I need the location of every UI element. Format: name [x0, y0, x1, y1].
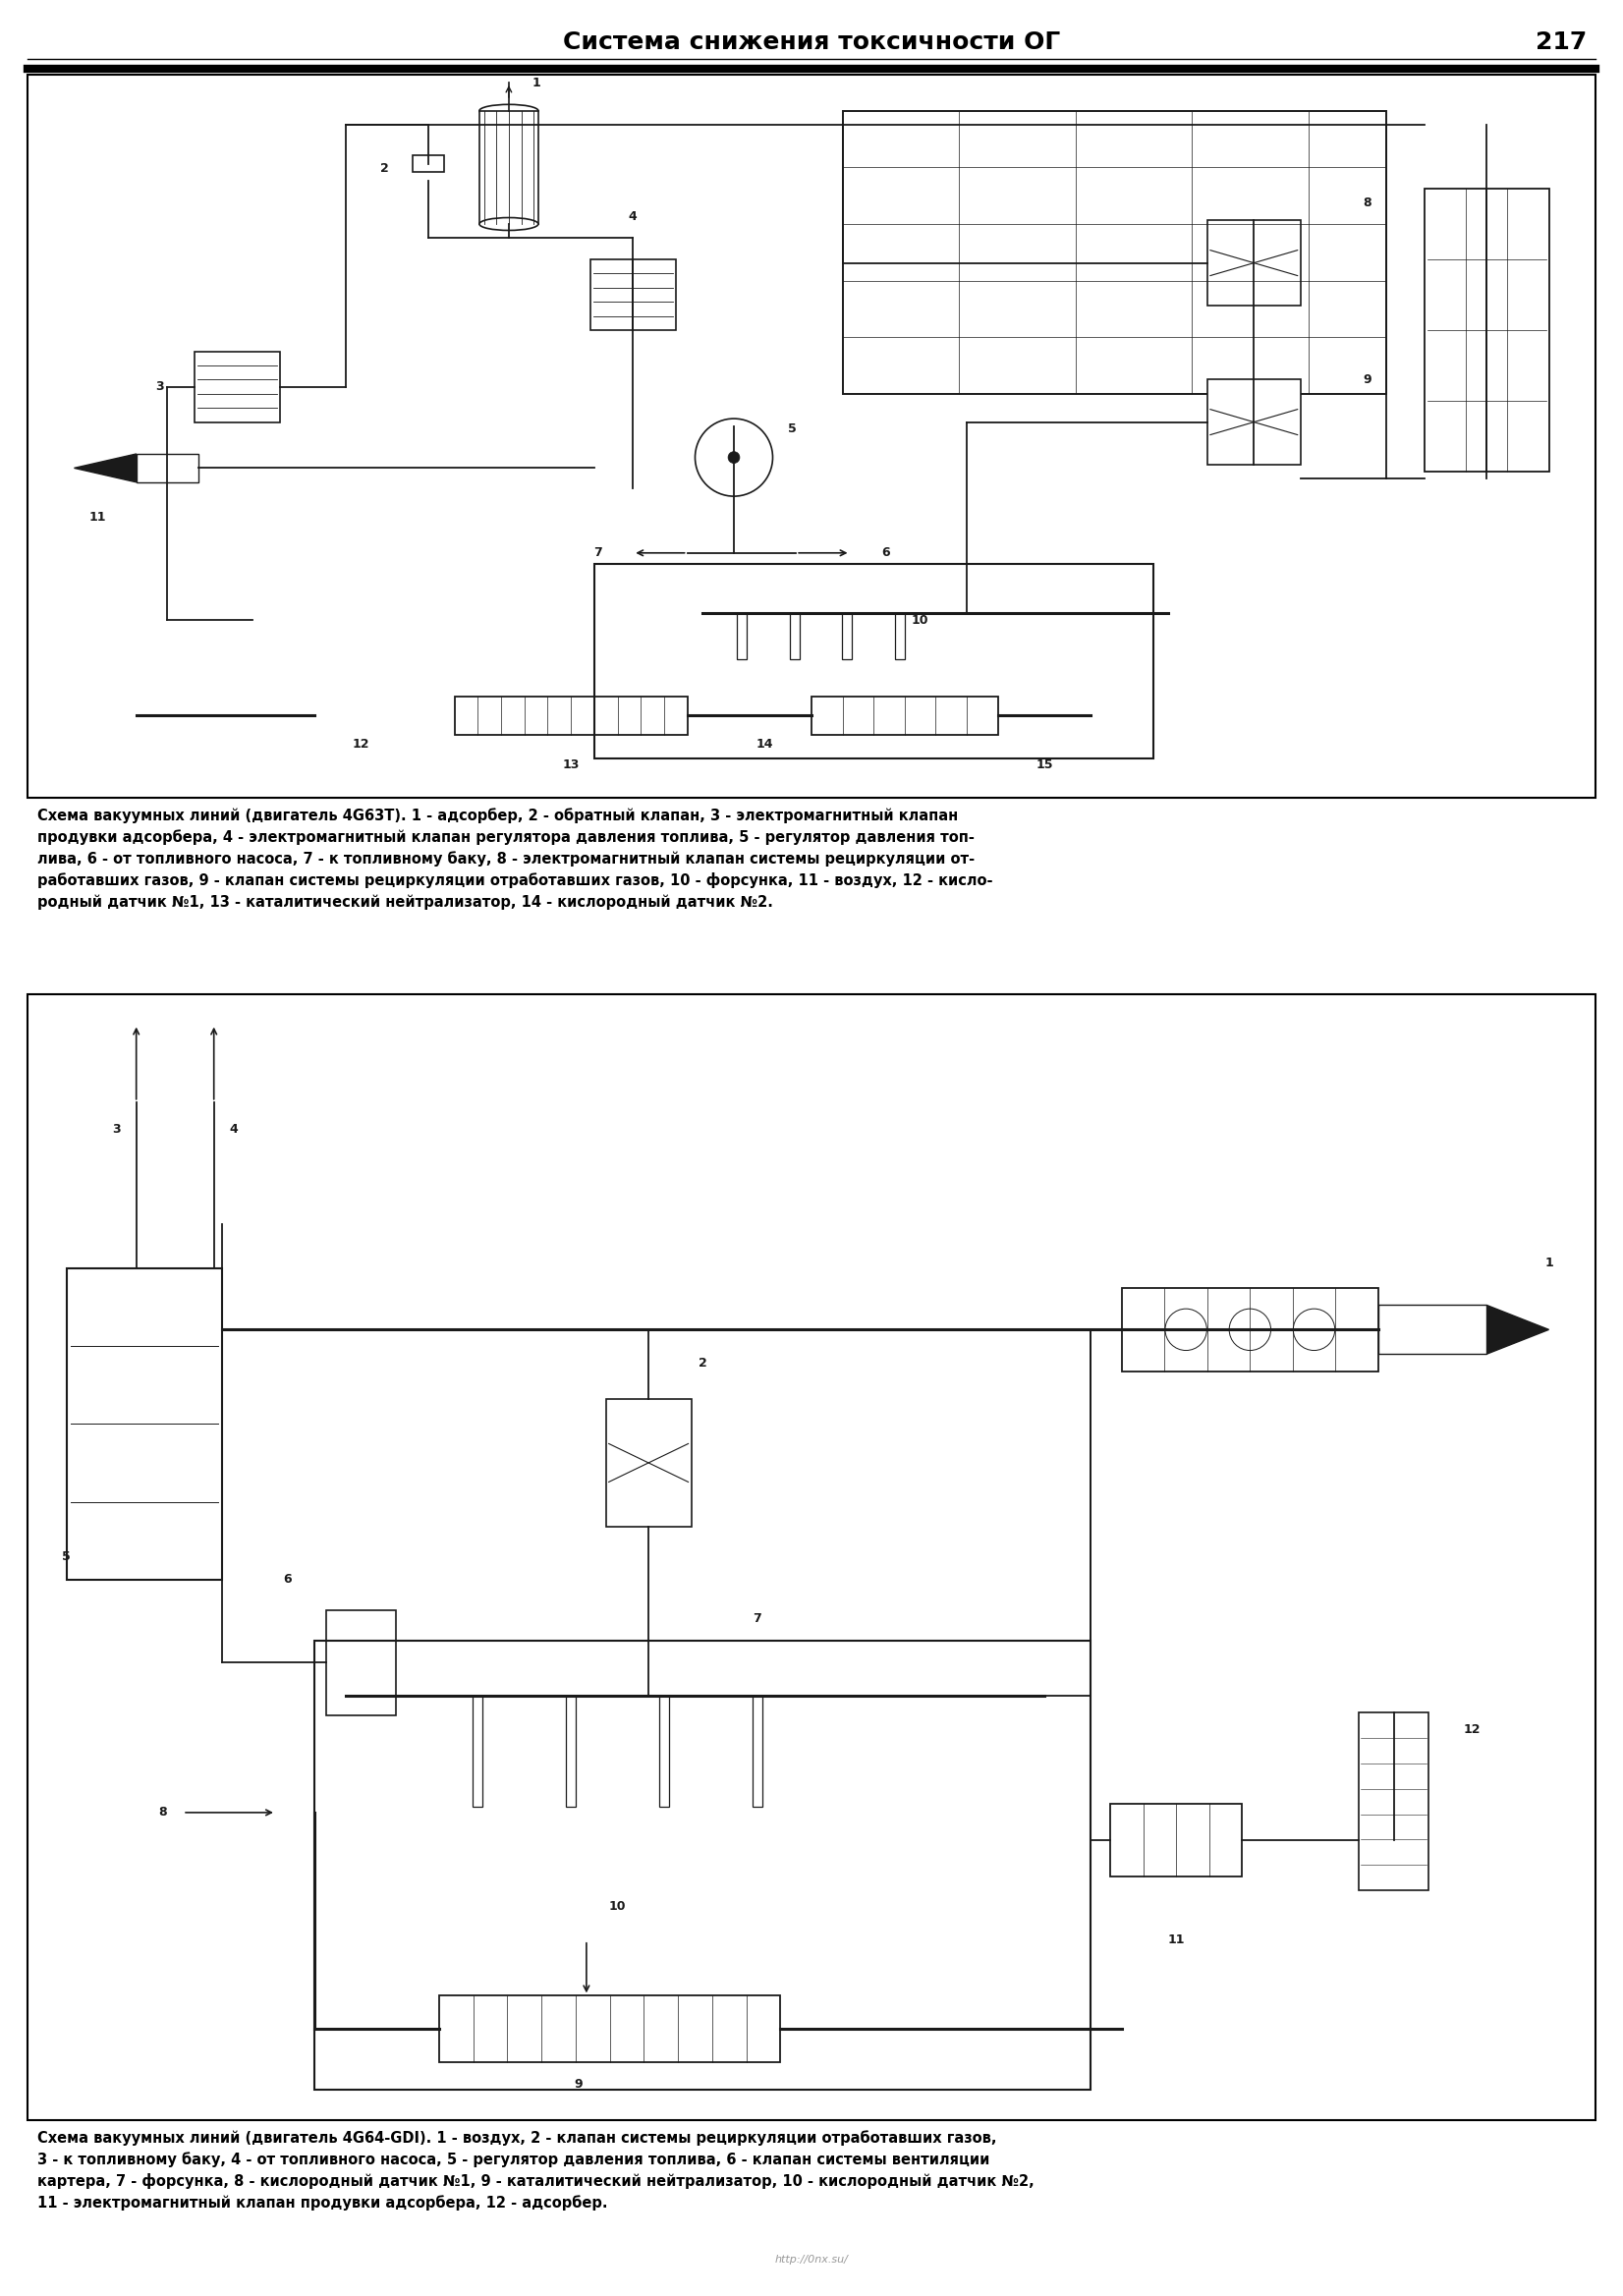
Circle shape: [1229, 1309, 1271, 1350]
Bar: [472, 1697, 482, 1807]
Ellipse shape: [479, 218, 539, 230]
Bar: [136, 455, 198, 482]
Text: 217: 217: [1535, 30, 1587, 55]
Bar: [605, 1398, 691, 1527]
Text: 4: 4: [229, 1123, 239, 1137]
Text: 11 - электромагнитный клапан продувки адсорбера, 12 - адсорбер.: 11 - электромагнитный клапан продувки ад…: [37, 2195, 607, 2211]
Text: 14: 14: [756, 737, 774, 751]
Text: 5: 5: [62, 1550, 71, 1564]
Bar: [659, 1697, 669, 1807]
Bar: [315, 1639, 1091, 2089]
Bar: [326, 1609, 396, 1715]
Text: 6: 6: [282, 1573, 292, 1587]
Bar: [438, 1995, 781, 2062]
Bar: [454, 696, 687, 735]
Bar: [1425, 188, 1548, 471]
Text: 10: 10: [912, 613, 928, 627]
Circle shape: [1294, 1309, 1334, 1350]
Text: 3: 3: [112, 1123, 120, 1137]
Text: 8: 8: [1363, 197, 1371, 209]
Text: 5: 5: [789, 422, 797, 436]
Bar: [894, 613, 906, 659]
Bar: [1208, 220, 1300, 305]
Bar: [67, 1270, 222, 1580]
Text: 6: 6: [881, 546, 889, 560]
Text: 7: 7: [594, 546, 602, 560]
Text: 4: 4: [628, 211, 638, 223]
Bar: [842, 613, 852, 659]
Text: 13: 13: [562, 758, 579, 771]
Text: лива, 6 - от топливного насоса, 7 - к топливному баку, 8 - электромагнитный клап: лива, 6 - от топливного насоса, 7 - к то…: [37, 852, 975, 866]
Text: 12: 12: [1464, 1722, 1480, 1736]
Text: Схема вакуумных линий (двигатель 4G63T). 1 - адсорбер, 2 - обратный клапан, 3 - : Схема вакуумных линий (двигатель 4G63T).…: [37, 808, 958, 822]
Bar: [789, 613, 800, 659]
Bar: [1208, 379, 1300, 464]
Ellipse shape: [479, 103, 539, 117]
Bar: [28, 994, 1595, 2119]
Text: 8: 8: [159, 1807, 167, 1818]
Text: 15: 15: [1035, 758, 1053, 771]
Bar: [591, 259, 675, 331]
Bar: [1358, 1713, 1428, 1890]
Polygon shape: [1487, 1304, 1548, 1355]
Bar: [1110, 1805, 1242, 1876]
Bar: [1378, 1304, 1487, 1355]
Text: 11: 11: [1167, 1933, 1185, 1947]
Bar: [566, 1697, 576, 1807]
Bar: [594, 563, 1152, 758]
Text: продувки адсорбера, 4 - электромагнитный клапан регулятора давления топлива, 5 -: продувки адсорбера, 4 - электромагнитный…: [37, 829, 974, 845]
Bar: [479, 110, 539, 225]
Text: 1: 1: [1545, 1256, 1553, 1270]
Bar: [737, 613, 747, 659]
Text: 3: 3: [154, 381, 164, 393]
Bar: [28, 76, 1595, 797]
Text: 9: 9: [1363, 374, 1371, 386]
Text: 2: 2: [698, 1357, 708, 1368]
Bar: [412, 156, 443, 172]
Bar: [812, 696, 998, 735]
Text: 11: 11: [89, 512, 105, 523]
Text: 9: 9: [575, 2078, 583, 2092]
Text: 1: 1: [532, 76, 540, 90]
Circle shape: [1165, 1309, 1208, 1350]
Text: http://0nx.su/: http://0nx.su/: [774, 2255, 849, 2264]
Text: родный датчик №1, 13 - каталитический нейтрализатор, 14 - кислородный датчик №2.: родный датчик №1, 13 - каталитический не…: [37, 893, 773, 909]
Circle shape: [695, 418, 773, 496]
Text: 3 - к топливному баку, 4 - от топливного насоса, 5 - регулятор давления топлива,: 3 - к топливному баку, 4 - от топливного…: [37, 2151, 990, 2167]
Polygon shape: [75, 455, 136, 482]
Bar: [1121, 1288, 1378, 1371]
Text: 7: 7: [753, 1612, 761, 1626]
Bar: [842, 110, 1386, 395]
Circle shape: [729, 452, 740, 464]
Text: Схема вакуумных линий (двигатель 4G64-GDI). 1 - воздух, 2 - клапан системы рецир: Схема вакуумных линий (двигатель 4G64-GD…: [37, 2131, 997, 2144]
Text: картера, 7 - форсунка, 8 - кислородный датчик №1, 9 - каталитический нейтрализат: картера, 7 - форсунка, 8 - кислородный д…: [37, 2174, 1034, 2188]
Text: Система снижения токсичности ОГ: Система снижения токсичности ОГ: [563, 30, 1060, 55]
Bar: [195, 351, 279, 422]
Text: 10: 10: [609, 1901, 626, 1913]
Bar: [751, 1697, 763, 1807]
Text: 2: 2: [381, 161, 390, 174]
Text: работавших газов, 9 - клапан системы рециркуляции отработавших газов, 10 - форсу: работавших газов, 9 - клапан системы рец…: [37, 872, 993, 889]
Text: 12: 12: [352, 737, 370, 751]
